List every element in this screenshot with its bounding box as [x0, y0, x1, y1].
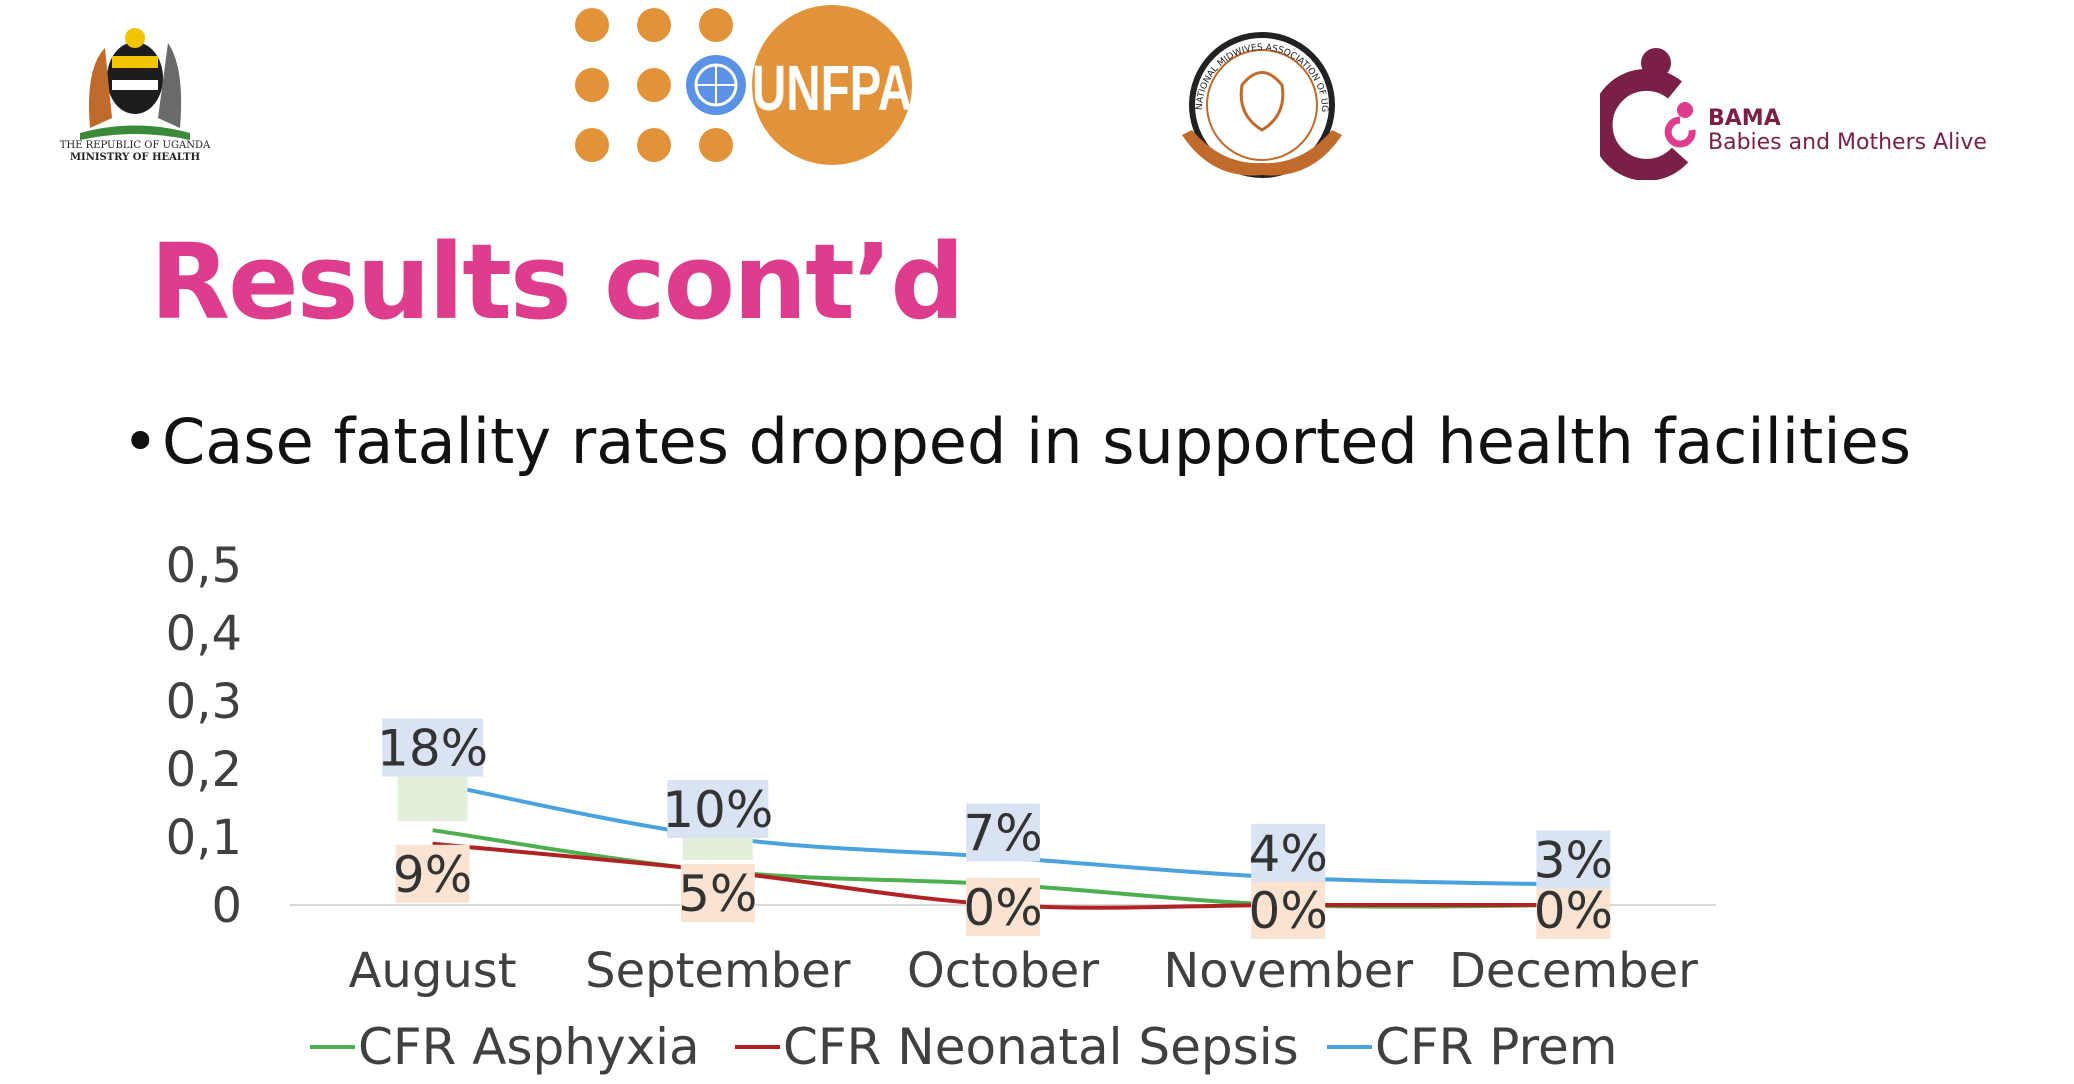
data-label-box	[667, 780, 769, 838]
legend-label: CFR Prem	[1375, 1018, 1618, 1076]
bama-short-name: BAMA	[1708, 106, 1781, 131]
bullet-text: Case fatality rates dropped in supported…	[162, 405, 1912, 478]
data-label-box	[395, 844, 470, 903]
midwives-association-logo: NATIONAL MIDWIVES ASSOCIATION OF UGANDA	[1172, 15, 1352, 190]
unfpa-wordmark: UNFPA	[752, 52, 912, 124]
data-label-box	[1536, 830, 1611, 889]
slide-title: Results cont’d	[150, 221, 965, 343]
bullet-point: •Case fatality rates dropped in supporte…	[122, 405, 1911, 479]
unfpa-dots-icon	[575, 8, 733, 162]
data-labels: 9% 5% 0% 0% 0% 18% 10% 7% 4% 3%	[377, 718, 1613, 940]
un-emblem-icon	[686, 55, 746, 115]
uganda-coat-of-arms-icon	[80, 28, 190, 140]
y-tick-label: 0,5	[166, 538, 242, 594]
data-label: 9%	[393, 846, 472, 904]
data-label-box	[966, 803, 1040, 862]
y-tick-label: 0,1	[166, 810, 242, 866]
data-label: 0%	[1249, 882, 1328, 940]
bama-baby-icon	[1664, 116, 1696, 148]
data-label-box	[966, 878, 1040, 936]
x-tick-label: September	[585, 943, 851, 999]
data-label: 10%	[662, 781, 773, 839]
legend-label: CFR Asphyxia	[358, 1018, 700, 1076]
data-label: 0%	[1534, 882, 1613, 940]
data-label: 18%	[377, 720, 488, 778]
mother-baby-icon	[1239, 71, 1285, 132]
x-axis-labels: August September October November December	[349, 943, 1699, 999]
data-label: 7%	[963, 804, 1042, 862]
bama-full-name: Babies and Mothers Alive	[1708, 130, 1987, 155]
y-tick-label: 0,4	[166, 606, 242, 662]
data-label-box	[382, 718, 484, 777]
bama-logo	[1600, 45, 1760, 180]
moh-line-2: MINISTRY OF HEALTH	[69, 152, 201, 163]
unfpa-logo: UNFPA	[570, 5, 920, 170]
data-label-box	[1251, 823, 1326, 882]
data-label-box	[1251, 881, 1326, 939]
moh-line-1: THE REPUBLIC OF UGANDA	[59, 140, 211, 151]
data-label: 0%	[963, 879, 1042, 937]
y-tick-label: 0	[211, 878, 242, 934]
x-tick-label: August	[349, 943, 517, 999]
bama-mother-icon	[1600, 68, 1689, 180]
x-tick-label: November	[1163, 943, 1413, 999]
hands-icon	[1182, 130, 1342, 176]
bullet-dot-icon: •	[122, 405, 159, 478]
x-tick-label: December	[1449, 943, 1698, 999]
data-label: 4%	[1249, 825, 1328, 883]
data-label-box	[680, 864, 755, 922]
y-tick-label: 0,3	[166, 674, 242, 730]
y-tick-label: 0,2	[166, 742, 242, 798]
legend-label: CFR Neonatal Sepsis	[783, 1018, 1299, 1076]
data-label-box	[1536, 881, 1611, 939]
ministry-of-health-logo	[50, 8, 220, 168]
chart-legend: CFR Asphyxia CFR Neonatal Sepsis CFR Prem	[310, 1018, 1618, 1076]
y-axis-labels: 0 0,1 0,2 0,3 0,4 0,5	[166, 538, 242, 934]
data-label: 5%	[678, 865, 757, 923]
x-tick-label: October	[907, 943, 1099, 999]
data-label: 3%	[1534, 832, 1613, 890]
